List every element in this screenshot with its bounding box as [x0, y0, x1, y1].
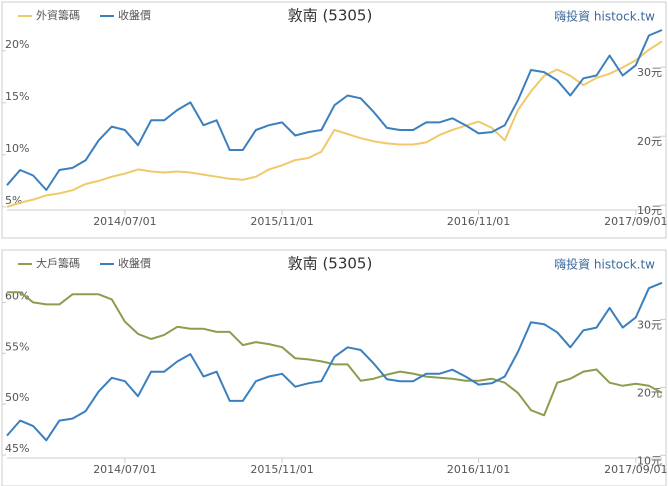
y-tick-label: 10% — [5, 142, 29, 155]
series-line — [6, 29, 663, 191]
chart-title: 敦南 (5305) — [288, 255, 373, 273]
x-tick-label: 2017/09/01 — [604, 215, 667, 228]
brand: 嗨投資 histock.tw — [554, 9, 655, 24]
brand: 嗨投資 histock.tw — [554, 257, 655, 272]
legend-label: 收盤價 — [118, 256, 151, 270]
y2-tick-label: 20元 — [637, 135, 662, 148]
chart-frame — [1, 249, 667, 486]
legend-label: 外資籌碼 — [36, 9, 80, 22]
y-tick-label: 50% — [5, 391, 29, 404]
x-tick-label: 2015/11/01 — [250, 463, 313, 476]
chart-title: 敦南 (5305) — [288, 7, 373, 25]
series-line — [6, 40, 663, 208]
y2-tick-label: 30元 — [637, 318, 662, 331]
y2-tick-label: 10元 — [637, 454, 662, 467]
x-tick-label: 2016/11/01 — [447, 463, 510, 476]
x-tick-label: 2014/07/01 — [93, 215, 156, 228]
x-tick-label: 2014/07/01 — [93, 463, 156, 476]
y-tick-label: 15% — [5, 90, 29, 103]
y2-tick-label: 30元 — [637, 66, 662, 79]
series-line — [6, 281, 663, 442]
y2-tick-label: 20元 — [637, 386, 662, 399]
y-tick-label: 20% — [5, 38, 29, 51]
y-tick-label: 55% — [5, 340, 29, 353]
series-line — [7, 291, 663, 417]
chart-frame — [1, 1, 667, 239]
legend-label: 大戶籌碼 — [36, 256, 80, 270]
x-tick-label: 2017/09/01 — [604, 463, 667, 476]
y-tick-label: 45% — [5, 442, 29, 455]
x-tick-label: 2016/11/01 — [447, 215, 510, 228]
x-tick-label: 2015/11/01 — [250, 215, 313, 228]
y2-tick-label: 10元 — [637, 204, 662, 217]
legend-label: 收盤價 — [118, 8, 151, 22]
